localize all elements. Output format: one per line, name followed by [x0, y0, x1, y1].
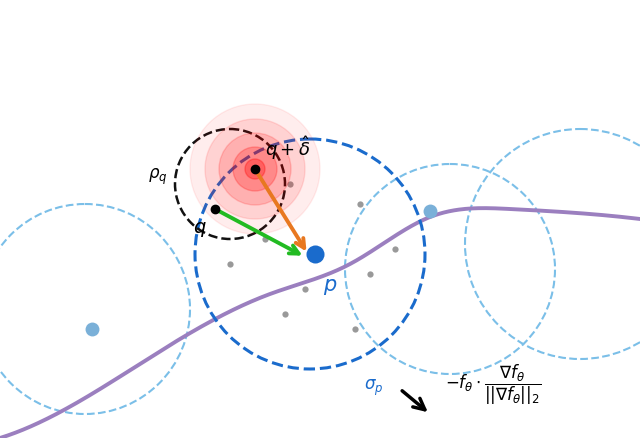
Text: $p$: $p$ — [323, 276, 337, 297]
Circle shape — [219, 134, 291, 205]
Text: $\sigma_p$: $\sigma_p$ — [364, 377, 383, 397]
Circle shape — [190, 105, 320, 234]
Text: $q+\hat{\delta}$: $q+\hat{\delta}$ — [265, 134, 310, 162]
Text: $q$: $q$ — [193, 219, 207, 238]
Text: $-f_\theta \cdot \dfrac{\nabla f_\theta}{||\nabla f_\theta||_2}$: $-f_\theta \cdot \dfrac{\nabla f_\theta}… — [445, 362, 541, 406]
Circle shape — [205, 120, 305, 219]
Circle shape — [245, 159, 265, 180]
Circle shape — [233, 148, 277, 191]
Text: $\rho_q$: $\rho_q$ — [147, 166, 167, 187]
